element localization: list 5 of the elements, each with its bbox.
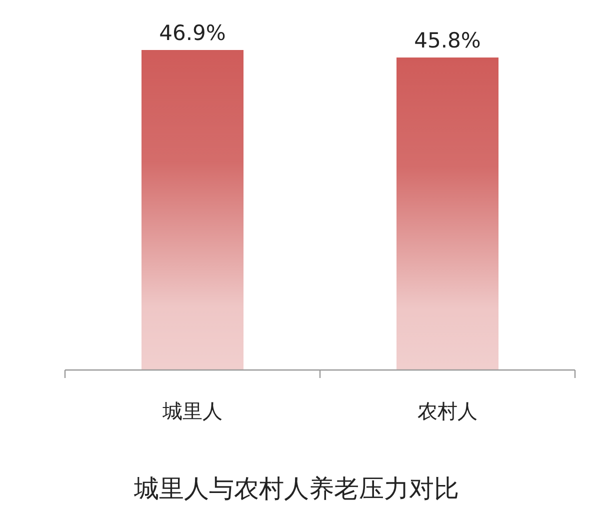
data-label: 46.9% [159, 21, 226, 45]
text: 城里人与农村人养老压力对比 [133, 474, 459, 503]
x-tick-label: 农村人 [418, 399, 478, 423]
data-label: 45.8% [414, 28, 481, 53]
x-tick-label: 城里人 [162, 399, 222, 423]
